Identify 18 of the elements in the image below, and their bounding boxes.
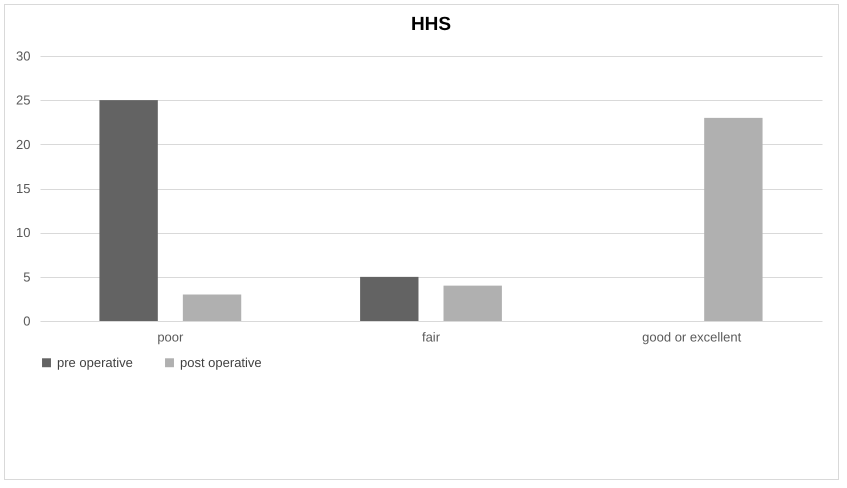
y-tick-label: 0 bbox=[23, 314, 30, 328]
y-tick-label: 10 bbox=[16, 225, 30, 240]
x-tick-label: good or excellent bbox=[642, 330, 742, 344]
bar bbox=[99, 100, 158, 321]
y-tick-label: 25 bbox=[16, 92, 30, 108]
bar bbox=[360, 276, 418, 321]
bar bbox=[704, 118, 763, 321]
y-tick-label: 5 bbox=[23, 269, 30, 284]
y-tick-label: 30 bbox=[16, 48, 30, 64]
y-tick-label: 15 bbox=[16, 181, 30, 196]
bar bbox=[182, 294, 242, 321]
bar bbox=[444, 286, 502, 321]
y-tick-label: 20 bbox=[16, 136, 30, 152]
chart-title: HHS bbox=[410, 14, 452, 35]
legend-label: pre operative bbox=[57, 354, 133, 370]
legend-label: post operative bbox=[180, 354, 262, 370]
x-tick-label: fair bbox=[422, 330, 441, 344]
x-tick-label: poor bbox=[157, 330, 184, 344]
